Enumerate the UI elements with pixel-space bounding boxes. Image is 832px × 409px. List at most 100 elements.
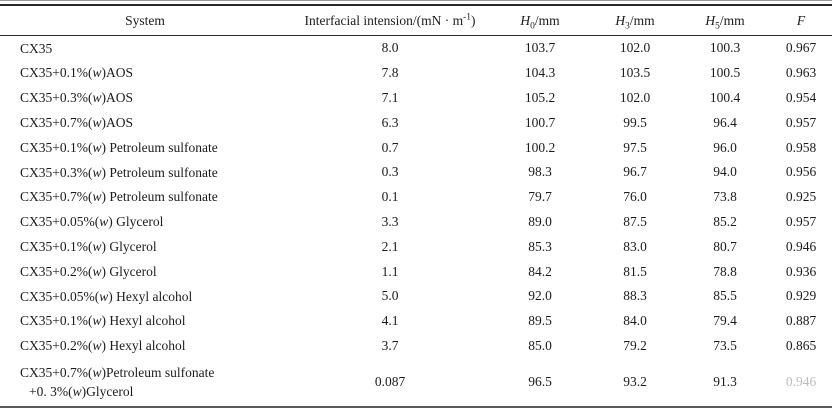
interfacial-tension-cell: 3.3 [381,213,399,229]
table-row: CX35+0.05%(w) Glycerol 3.3 89.0 87.5 85.2 0.9… [0,210,832,235]
header-h5: H5/mm [680,5,770,36]
h0-cell: 100.7 [524,114,556,130]
h5-cell: 96.4 [713,114,737,130]
f-cell: 0.957 [785,213,817,229]
table-body: CX35 8.0 103.7 102.0 100.3 0.967 CX35+0.1%(w)A… [0,36,832,408]
h0-cell: 96.5 [528,374,552,390]
header-interfacial-tension: Interfacial intension/(mN · m-1) [290,5,490,36]
interfacial-tension-cell: 0.087 [374,374,406,390]
system-cell: CX35+0.05%(w) Hexyl alcohol [20,288,193,304]
h5-cell: 79.4 [713,313,737,329]
h5-cell: 85.5 [713,288,737,304]
interfacial-tension-cell: 0.1 [381,189,399,205]
f-cell: 0.958 [785,139,817,155]
f-cell: 0.865 [785,337,817,353]
system-cell: CX35+0.7%(w)AOS [20,115,134,130]
table-row: CX35+0.1%(w) Petroleum sulfonate 0.7 100.2… [0,135,832,160]
table-row: CX35+0.2%(w) Hexyl alcohol 3.7 85.0 79.2 73.… [0,334,832,359]
interfacial-tension-cell: 8.0 [381,40,399,56]
h3-cell: 76.0 [623,189,647,205]
h5-cell: 78.8 [713,263,737,279]
f-cell: 0.946 [785,238,817,254]
system-cell: CX35+0.05%(w) Glycerol [20,214,164,230]
system-cell: CX35+0.1%(w) Hexyl alcohol [20,313,186,329]
system-cell: CX35+0.2%(w) Hexyl alcohol [20,338,186,354]
interfacial-tension-cell: 6.3 [381,114,399,130]
results-table: System Interfacial intension/(mN · m-1) … [0,4,832,409]
h3-cell: 99.5 [623,114,647,130]
h3-cell: 93.2 [623,374,647,390]
f-cell: 0.967 [785,40,817,56]
h5-cell: 100.3 [709,40,741,56]
h5-cell: 96.0 [713,139,737,155]
system-cell: CX35+0.2%(w) Glycerol [20,263,157,279]
table-row: CX35+0.1%(w) Glycerol 2.1 85.3 83.0 80.7 0.94… [0,234,832,259]
table-row: CX35+0.2%(w) Glycerol 1.1 84.2 81.5 78.8 0.93… [0,259,832,284]
table-header: System Interfacial intension/(mN · m-1) … [0,5,832,36]
header-f: F [770,5,832,36]
table-row: CX35+0.1%(w) Hexyl alcohol 4.1 89.5 84.0 79.… [0,309,832,334]
h0-cell: 103.7 [524,40,556,56]
f-cell: 0.963 [785,65,817,81]
table-row: CX35+0.7%(w) Petroleum sulfonate 0.1 79.7 7… [0,185,832,210]
h3-cell: 103.5 [619,65,651,81]
h0-cell: 85.0 [528,337,552,353]
h0-cell: 105.2 [524,89,556,105]
h3-cell: 102.0 [619,89,651,105]
system-cell: CX35+0.1%(w) Petroleum sulfonate [20,139,218,155]
h3-cell: 102.0 [619,40,651,56]
interfacial-tension-cell: 1.1 [381,263,399,279]
f-cell: 0.929 [785,288,817,304]
h0-cell: 85.3 [528,238,552,254]
h0-cell: 104.3 [524,65,556,81]
table-row: CX35+0.1%(w)AOS 7.8 104.3 103.5 100.5 0.963 [0,61,832,86]
h3-cell: 84.0 [623,313,647,329]
f-cell: 0.957 [785,114,817,130]
h3-cell: 79.2 [623,337,647,353]
system-cell: CX35+0.3%(w)AOS [20,90,134,106]
h3-cell: 87.5 [623,213,647,229]
h5-cell: 100.4 [709,89,741,105]
system-cell: CX35+0.7%(w)Petroleum sulfonate +0. 3%(w)… [20,364,215,400]
header-h0: H0/mm [490,5,590,36]
interfacial-tension-cell: 7.8 [381,65,399,81]
header-system-label: System [125,12,165,28]
h0-cell: 89.0 [528,213,552,229]
h5-cell: 73.5 [713,337,737,353]
table-row: CX35+0.7%(w)Petroleum sulfonate +0. 3%(w)… [0,358,832,407]
f-cell: 0.954 [785,89,817,105]
table-row: CX35+0.3%(w) Petroleum sulfonate 0.3 98.3 9… [0,160,832,185]
table-row: CX35+0.05%(w) Hexyl alcohol 5.0 92.0 88.3 85… [0,284,832,309]
h0-cell: 92.0 [528,288,552,304]
system-cell: CX35+0.1%(w)AOS [20,65,134,81]
table-row: CX35+0.7%(w)AOS 6.3 100.7 99.5 96.4 0.957 [0,110,832,135]
h5-cell: 91.3 [713,374,737,390]
table-row: CX35+0.3%(w)AOS 7.1 105.2 102.0 100.4 0.954 [0,86,832,111]
system-cell: CX35+0.7%(w) Petroleum sulfonate [20,189,218,205]
header-system: System [0,5,290,36]
h5-cell: 73.8 [713,189,737,205]
interfacial-tension-cell: 4.1 [381,313,399,329]
h3-cell: 83.0 [623,238,647,254]
h0-cell: 100.2 [524,139,556,155]
h0-cell: 89.5 [528,313,552,329]
h0-cell: 98.3 [528,164,552,180]
f-cell: 0.956 [785,164,817,180]
f-cell: 0.925 [785,189,817,205]
system-cell: CX35+0.3%(w) Petroleum sulfonate [20,164,218,180]
h3-cell: 88.3 [623,288,647,304]
h0-cell: 79.7 [528,189,552,205]
h0-cell: 84.2 [528,263,552,279]
h5-cell: 85.2 [713,213,737,229]
header-h3: H3/mm [590,5,680,36]
f-cell: 0.946 [785,374,817,390]
f-cell: 0.887 [785,313,817,329]
table-row: CX35 8.0 103.7 102.0 100.3 0.967 [0,36,832,61]
h3-cell: 96.7 [623,164,647,180]
header-row: System Interfacial intension/(mN · m-1) … [0,5,832,36]
h3-cell: 97.5 [623,139,647,155]
h5-cell: 94.0 [713,164,737,180]
interfacial-tension-cell: 3.7 [381,337,399,353]
interfacial-tension-cell: 7.1 [381,89,399,105]
